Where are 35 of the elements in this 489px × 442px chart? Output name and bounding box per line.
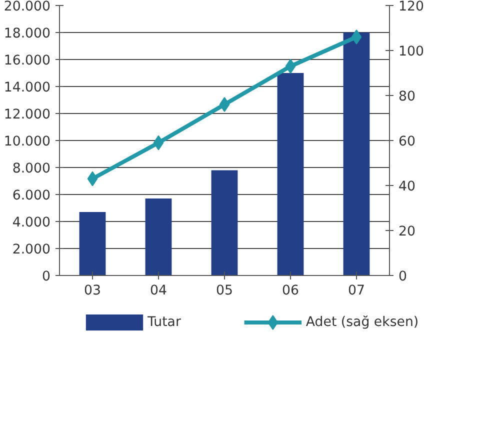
x-tick-label: 04 (150, 284, 167, 298)
point (87, 171, 98, 186)
y-tick-label: 8.000 (12, 162, 50, 176)
bar (343, 32, 370, 276)
x-tick-label: 07 (348, 284, 365, 298)
y2-tick-label: 100 (398, 44, 424, 60)
y-tick-label: 4.000 (12, 216, 50, 230)
bar (79, 212, 106, 276)
y-tick-label: 16.000 (4, 54, 51, 68)
y-tick-label: 18.000 (4, 26, 51, 42)
bar (145, 198, 172, 276)
point (219, 97, 230, 112)
y-tick-label: 14.000 (4, 80, 51, 96)
bar (211, 170, 238, 276)
y-tick-label: 2.000 (12, 242, 50, 258)
legend-label: Adet (sağ eksen) (306, 315, 419, 330)
bar (277, 73, 304, 276)
y2-tick-label: 120 (398, 0, 424, 14)
y-tick-label: 10.000 (4, 134, 51, 150)
legend-label: Tutar (146, 315, 182, 330)
y-tick-label: 0 (42, 270, 51, 284)
y2-tick-label: 80 (398, 90, 416, 104)
y2-tick-label: 40 (398, 180, 416, 194)
y-tick-label: 20.000 (4, 0, 51, 14)
point (285, 58, 296, 74)
x-tick-label: 05 (216, 284, 233, 298)
y2-tick-label: 0 (398, 270, 407, 284)
y2-tick-label: 20 (398, 224, 416, 240)
x-tick-label: 06 (282, 284, 299, 298)
y2-tick-label: 60 (398, 134, 416, 150)
point (351, 30, 362, 44)
y-tick-label: 12.000 (4, 108, 51, 122)
x-tick-label: 03 (84, 284, 101, 298)
point (153, 135, 164, 150)
y-tick-label: 6.000 (12, 188, 50, 204)
